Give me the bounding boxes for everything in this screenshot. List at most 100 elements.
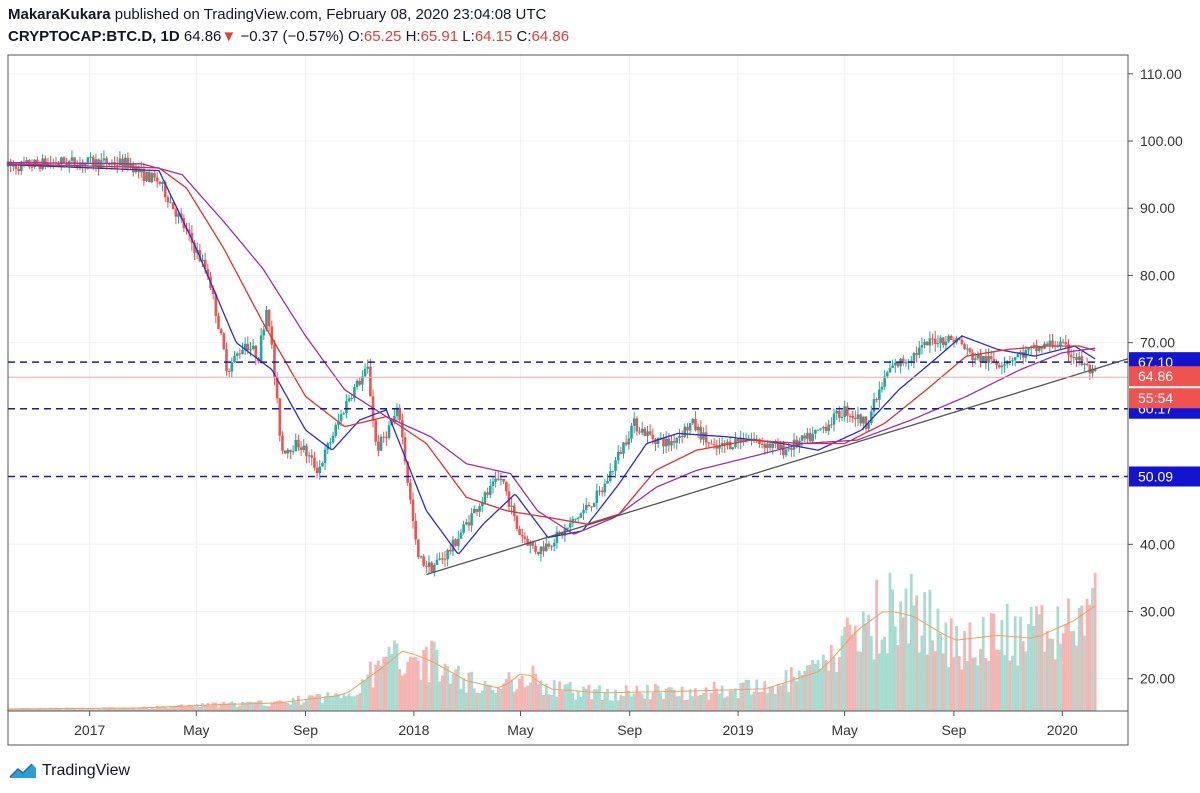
volume-bar xyxy=(1003,654,1006,711)
candle-body xyxy=(454,539,457,546)
candle-body xyxy=(925,341,929,346)
candle-body xyxy=(147,171,151,183)
volume-bar xyxy=(1000,620,1004,711)
volume-bar xyxy=(829,645,833,711)
volume-bar xyxy=(129,707,132,711)
candle-body xyxy=(153,173,156,178)
candle-body xyxy=(736,438,740,442)
volume-bar xyxy=(1077,607,1081,711)
candle-body xyxy=(246,343,250,351)
candle-body xyxy=(169,202,172,204)
candle-body xyxy=(305,445,308,457)
candle-body xyxy=(528,541,532,546)
volume-bar xyxy=(917,652,921,711)
candle-body xyxy=(118,158,122,166)
volume-bar xyxy=(925,654,929,711)
candle-body xyxy=(544,543,548,552)
volume-bar xyxy=(219,703,223,711)
volume-bar xyxy=(1037,614,1041,711)
candle-countdown-label: 55:54 xyxy=(1138,390,1173,406)
last-price-label-box xyxy=(1129,366,1200,387)
candle-body xyxy=(952,339,956,343)
candle-body xyxy=(321,463,324,467)
volume-bar xyxy=(875,579,879,711)
brand-name[interactable]: TradingView xyxy=(42,762,131,779)
candle-body xyxy=(1016,354,1020,358)
candle-body xyxy=(880,386,884,390)
candle-body xyxy=(499,478,503,480)
volume-bar xyxy=(971,657,974,711)
candle-body xyxy=(893,362,897,366)
volume-bar xyxy=(17,708,21,711)
candle-body xyxy=(235,353,239,356)
candle-body xyxy=(238,353,242,355)
candle-body xyxy=(291,451,295,453)
candle-body xyxy=(142,168,146,182)
volume-bar xyxy=(376,660,380,711)
volume-bar xyxy=(321,703,324,711)
candle-body xyxy=(558,531,561,533)
volume-bar xyxy=(227,702,231,711)
volume-bar xyxy=(422,650,426,711)
candle-body xyxy=(222,333,226,350)
author-name[interactable]: MakaraKukara xyxy=(8,6,111,23)
candle-body xyxy=(1077,356,1081,361)
volume-bar xyxy=(803,671,807,711)
volume-bar xyxy=(688,689,692,711)
volume-bar xyxy=(1080,605,1084,711)
volume-bar xyxy=(430,640,434,711)
volume-bar xyxy=(294,701,298,711)
candle-body xyxy=(920,345,924,348)
volume-bar xyxy=(598,685,601,711)
volume-bar xyxy=(715,688,719,711)
volume-bar xyxy=(797,670,801,711)
time-tick-label: 2017 xyxy=(74,722,105,738)
candle-body xyxy=(622,442,625,454)
volume-bar xyxy=(491,689,495,711)
candle-body xyxy=(59,157,63,164)
candle-body xyxy=(603,483,607,493)
candle-body xyxy=(430,562,433,573)
candle-body xyxy=(1011,360,1014,362)
volume-bar xyxy=(909,573,913,711)
candle-body xyxy=(470,513,473,526)
volume-bar xyxy=(414,656,418,711)
volume-bar xyxy=(395,643,399,711)
candle-body xyxy=(73,157,76,165)
candle-body xyxy=(36,159,39,164)
volume-bar xyxy=(528,682,532,711)
volume-bar xyxy=(912,605,916,711)
volume-bar xyxy=(496,686,500,711)
candle-body xyxy=(331,435,335,443)
candle-body xyxy=(763,444,767,449)
volume-bar xyxy=(1085,598,1089,711)
volume-bar xyxy=(739,682,743,711)
candle-body xyxy=(848,415,852,417)
candle-body xyxy=(510,505,513,507)
volume-bar xyxy=(1053,659,1057,711)
volume-bar xyxy=(134,708,138,711)
volume-bar xyxy=(734,688,737,711)
candle-body xyxy=(662,437,665,447)
volume-bar xyxy=(1019,616,1022,711)
candle-body xyxy=(915,352,918,355)
candle-body xyxy=(867,423,870,429)
volume-bar xyxy=(531,665,535,711)
volume-bar xyxy=(486,684,490,711)
volume-bar xyxy=(502,683,506,711)
volume-bar xyxy=(270,703,274,711)
candle-body xyxy=(486,492,489,495)
volume-bar xyxy=(347,693,351,711)
volume-bar xyxy=(622,695,625,711)
candle-body xyxy=(462,524,465,533)
volume-bar xyxy=(885,653,889,711)
volume-bar xyxy=(827,670,831,711)
volume-bar xyxy=(837,656,841,711)
volume-bar xyxy=(944,622,948,711)
candle-body xyxy=(688,423,692,431)
volume-bar xyxy=(947,667,950,711)
tradingview-logo-icon[interactable] xyxy=(8,760,38,782)
candle-body xyxy=(251,345,255,349)
volume-bar xyxy=(616,700,620,711)
